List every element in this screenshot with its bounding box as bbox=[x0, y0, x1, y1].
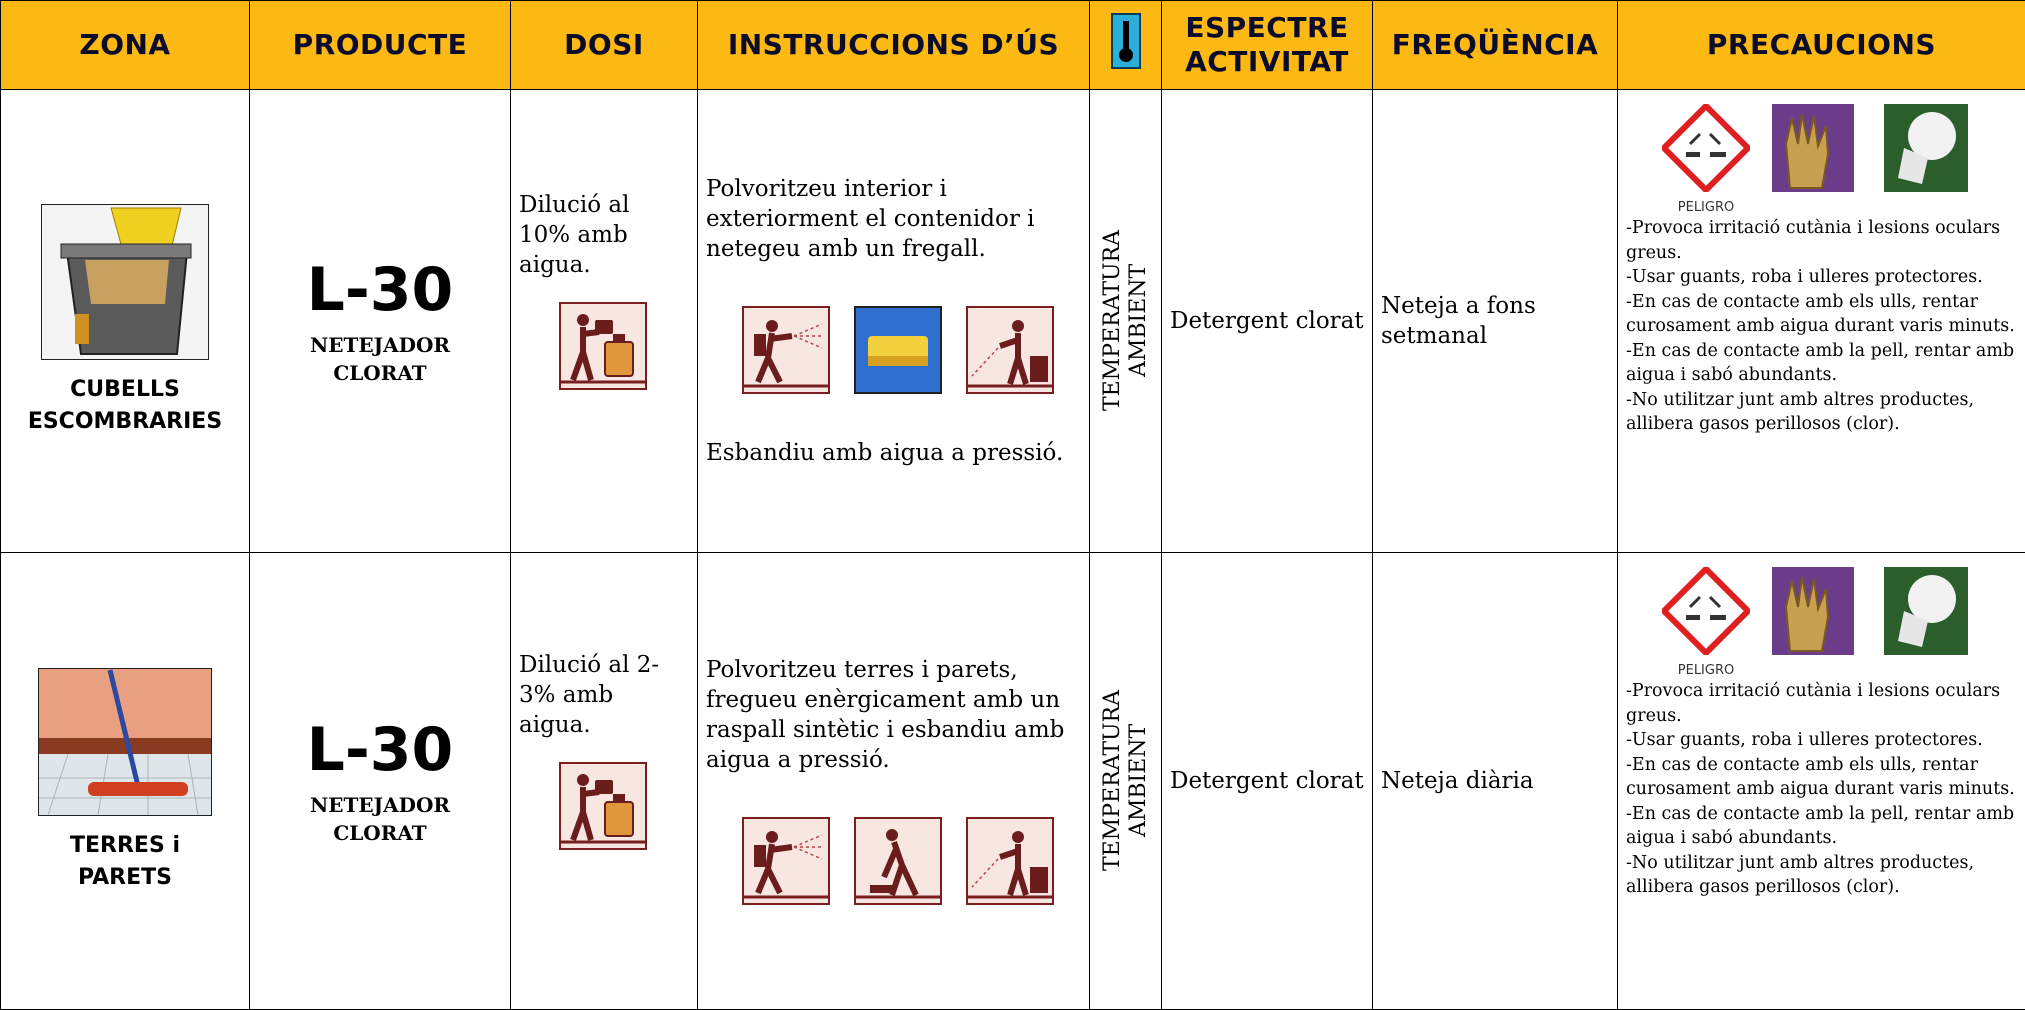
header-cell: DOSI bbox=[511, 1, 698, 90]
zone-image-mop bbox=[38, 668, 212, 816]
zone-image-bin bbox=[41, 204, 209, 360]
sponge-icon bbox=[854, 306, 944, 396]
dose-text: Dilució al 2-3% amb aigua. bbox=[519, 650, 669, 740]
page: Fitxa de neteja html, body { margin: 0; … bbox=[0, 0, 2025, 984]
producte-cell: L-30 NETEJADOR CLORAT bbox=[250, 553, 511, 1010]
zona-line: ESCOMBRARIES bbox=[28, 409, 222, 434]
precaution-item: -No utilitzar junt amb altres productes,… bbox=[1626, 851, 2019, 900]
mask-icon bbox=[1884, 104, 1968, 192]
hazard-label: PELIGRO bbox=[1662, 200, 1750, 216]
thermometer-icon bbox=[1111, 13, 1141, 69]
product-type-line: CLORAT bbox=[333, 821, 426, 845]
header-cell: INSTRUCCIONS D’ÚS bbox=[698, 1, 1090, 90]
temperature-line: TEMPERATURA bbox=[1100, 230, 1125, 411]
zona-line: CUBELLS bbox=[70, 377, 180, 402]
producte-cell: L-30 NETEJADOR CLORAT bbox=[250, 90, 511, 553]
temperature-line: TEMPERATURA bbox=[1100, 690, 1125, 871]
mop-icon bbox=[854, 817, 944, 907]
espectre-cell: Detergent clorat bbox=[1162, 553, 1373, 1010]
dose-text: Dilució al 10% amb aigua. bbox=[519, 190, 669, 280]
spray-icon bbox=[742, 817, 832, 907]
product-type: NETEJADOR CLORAT bbox=[250, 331, 510, 387]
hazard-label: PELIGRO bbox=[1662, 663, 1750, 679]
header-row: ZONA PRODUCTE DOSI INSTRUCCIONS D’ÚS ESP… bbox=[1, 1, 2025, 90]
gloves-icon bbox=[1772, 567, 1854, 655]
precaution-icons: PELIGRO bbox=[1662, 567, 2019, 679]
dosi-cell: Dilució al 2-3% amb aigua. bbox=[511, 553, 698, 1010]
precaution-item: -En cas de contacte amb els ulls, rentar… bbox=[1626, 753, 2019, 802]
header-cell: FREQÜÈNCIA bbox=[1373, 1, 1618, 90]
instruction-text: Polvoritzeu terres i parets, fregueu enè… bbox=[706, 655, 1081, 775]
hazard-icon bbox=[1662, 104, 1750, 192]
precaution-icons: PELIGRO bbox=[1662, 104, 2019, 216]
temperature-line: AMBIENT bbox=[1126, 264, 1151, 377]
product-code: L-30 bbox=[250, 255, 510, 325]
frequencia-cell: Neteja a fons setmanal bbox=[1373, 90, 1618, 553]
header-line: ACTIVITAT bbox=[1185, 45, 1349, 78]
row: TERRES i PARETS L-30 NETEJADOR CLORAT Diluc… bbox=[1, 553, 2025, 1010]
zona-cell: CUBELLS ESCOMBRARIES bbox=[1, 90, 250, 553]
spray-icon bbox=[742, 306, 832, 396]
precaution-list: -Provoca irritació cutània i lesions ocu… bbox=[1626, 216, 2019, 437]
mask-icon bbox=[1884, 567, 1968, 655]
precaution-list: -Provoca irritació cutània i lesions ocu… bbox=[1626, 679, 2019, 900]
product-type-line: NETEJADOR bbox=[310, 793, 450, 817]
precaution-item: -No utilitzar junt amb altres productes,… bbox=[1626, 388, 2019, 437]
product-type: NETEJADOR CLORAT bbox=[250, 791, 510, 847]
hose-icon bbox=[966, 306, 1056, 396]
precaution-item: -En cas de contacte amb els ulls, rentar… bbox=[1626, 290, 2019, 339]
product-type-line: NETEJADOR bbox=[310, 333, 450, 357]
dosi-cell: Dilució al 10% amb aigua. bbox=[511, 90, 698, 553]
zona-line: TERRES i bbox=[70, 833, 180, 858]
header-thermometer bbox=[1090, 1, 1162, 90]
header-cell: PRODUCTE bbox=[250, 1, 511, 90]
instruccions-cell: Polvoritzeu interior i exteriorment el c… bbox=[698, 90, 1090, 553]
precaution-item: -En cas de contacte amb la pell, rentar … bbox=[1626, 802, 2019, 851]
instruction-text: Polvoritzeu interior i exteriorment el c… bbox=[706, 174, 1081, 264]
instruction-icons bbox=[742, 817, 1081, 907]
espectre-cell: Detergent clorat bbox=[1162, 90, 1373, 553]
frequencia-cell: Neteja diària bbox=[1373, 553, 1618, 1010]
page-body: ZONA PRODUCTE DOSI INSTRUCCIONS D’ÚS ESP… bbox=[0, 0, 2025, 984]
hazard-block: PELIGRO bbox=[1662, 104, 1750, 216]
instruction-text: Esbandiu amb aigua a pressió. bbox=[706, 438, 1081, 468]
header-cell: ZONA bbox=[1, 1, 250, 90]
instruccions-cell: Polvoritzeu terres i parets, fregueu enè… bbox=[698, 553, 1090, 1010]
zona-line: PARETS bbox=[78, 865, 172, 890]
precaution-item: -Provoca irritació cutània i lesions ocu… bbox=[1626, 679, 2019, 728]
dose-icon bbox=[559, 302, 649, 392]
product-code: L-30 bbox=[250, 715, 510, 785]
instruction-icons bbox=[742, 306, 1081, 396]
temperature-line: AMBIENT bbox=[1126, 724, 1151, 837]
zona-cell: TERRES i PARETS bbox=[1, 553, 250, 1010]
precaution-item: -Usar guants, roba i ulleres protectores… bbox=[1626, 265, 2019, 290]
hazard-icon bbox=[1662, 567, 1750, 655]
precaution-item: -En cas de contacte amb la pell, rentar … bbox=[1626, 339, 2019, 388]
precaucions-cell: PELIGRO -Provoca irritació cutània i les… bbox=[1618, 90, 2025, 553]
gloves-icon bbox=[1772, 104, 1854, 192]
precaucions-cell: PELIGRO -Provoca irritació cutània i les… bbox=[1618, 553, 2025, 1010]
hazard-block: PELIGRO bbox=[1662, 567, 1750, 679]
precaution-item: -Provoca irritació cutània i lesions ocu… bbox=[1626, 216, 2019, 265]
precaution-item: -Usar guants, roba i ulleres protectores… bbox=[1626, 728, 2019, 753]
dose-icon bbox=[559, 762, 649, 852]
product-type-line: CLORAT bbox=[333, 361, 426, 385]
header-line: ESPECTRE bbox=[1185, 11, 1348, 44]
header-cell: PRECAUCIONS bbox=[1618, 1, 2025, 90]
hose-icon bbox=[966, 817, 1056, 907]
